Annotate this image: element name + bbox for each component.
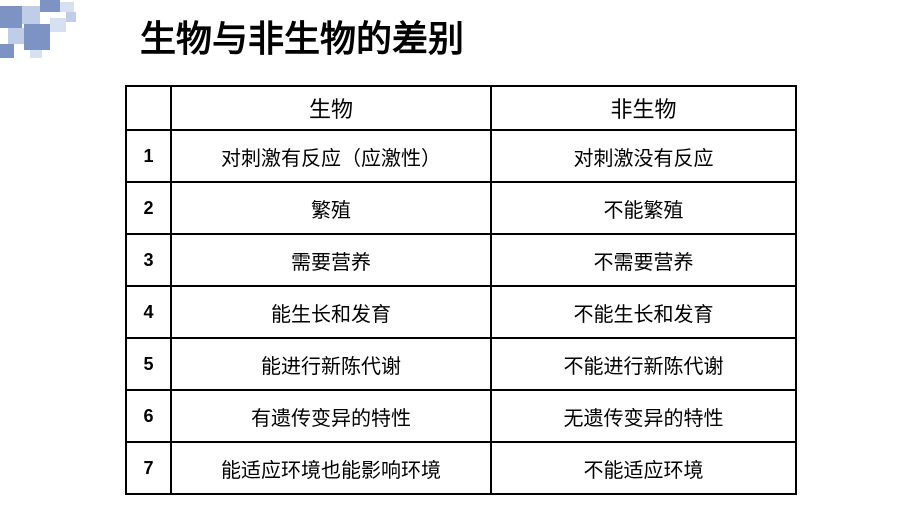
header-col1: 生物 bbox=[171, 86, 491, 130]
cell-col2: 对刺激没有反应 bbox=[491, 130, 796, 182]
cell-col2: 无遗传变异的特性 bbox=[491, 390, 796, 442]
cell-col2: 不能生长和发育 bbox=[491, 286, 796, 338]
comparison-table-wrap: 生物 非生物 1 对刺激有反应（应激性） 对刺激没有反应 2 繁殖 不能繁殖 3… bbox=[125, 85, 795, 495]
cell-num: 6 bbox=[126, 390, 171, 442]
cell-num: 7 bbox=[126, 442, 171, 494]
cell-col1: 有遗传变异的特性 bbox=[171, 390, 491, 442]
cell-num: 1 bbox=[126, 130, 171, 182]
cell-num: 4 bbox=[126, 286, 171, 338]
table-row: 6 有遗传变异的特性 无遗传变异的特性 bbox=[126, 390, 796, 442]
cell-col1: 繁殖 bbox=[171, 182, 491, 234]
cell-col2: 不能适应环境 bbox=[491, 442, 796, 494]
cell-col1: 能生长和发育 bbox=[171, 286, 491, 338]
cell-col2: 不需要营养 bbox=[491, 234, 796, 286]
header-num bbox=[126, 86, 171, 130]
cell-num: 5 bbox=[126, 338, 171, 390]
table-row: 7 能适应环境也能影响环境 不能适应环境 bbox=[126, 442, 796, 494]
table-row: 2 繁殖 不能繁殖 bbox=[126, 182, 796, 234]
cell-col1: 需要营养 bbox=[171, 234, 491, 286]
cell-num: 3 bbox=[126, 234, 171, 286]
table-row: 3 需要营养 不需要营养 bbox=[126, 234, 796, 286]
header-col2: 非生物 bbox=[491, 86, 796, 130]
page-title: 生物与非生物的差别 bbox=[140, 10, 464, 62]
cell-col2: 不能进行新陈代谢 bbox=[491, 338, 796, 390]
cell-col1: 能适应环境也能影响环境 bbox=[171, 442, 491, 494]
cell-col2: 不能繁殖 bbox=[491, 182, 796, 234]
table-row: 1 对刺激有反应（应激性） 对刺激没有反应 bbox=[126, 130, 796, 182]
corner-decoration bbox=[0, 0, 130, 62]
table-header-row: 生物 非生物 bbox=[126, 86, 796, 130]
cell-col1: 能进行新陈代谢 bbox=[171, 338, 491, 390]
table-row: 5 能进行新陈代谢 不能进行新陈代谢 bbox=[126, 338, 796, 390]
comparison-table: 生物 非生物 1 对刺激有反应（应激性） 对刺激没有反应 2 繁殖 不能繁殖 3… bbox=[125, 85, 797, 495]
table-row: 4 能生长和发育 不能生长和发育 bbox=[126, 286, 796, 338]
cell-num: 2 bbox=[126, 182, 171, 234]
cell-col1: 对刺激有反应（应激性） bbox=[171, 130, 491, 182]
